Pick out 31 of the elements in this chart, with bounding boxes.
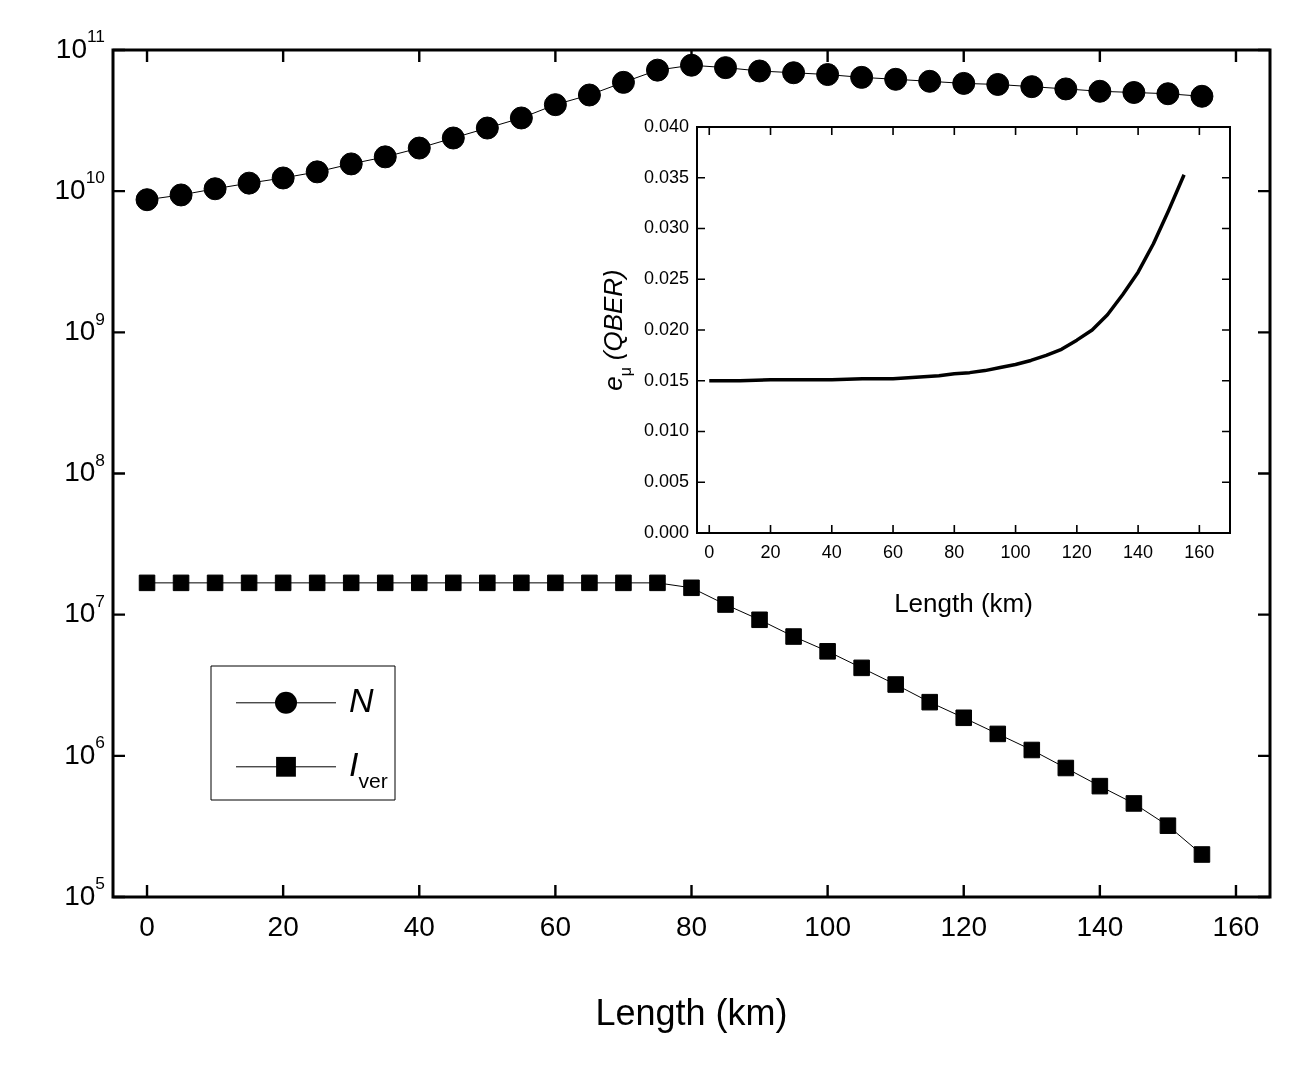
x-tick-label: 140 bbox=[1076, 910, 1124, 942]
y-axis-title: eμ (QBER) bbox=[598, 269, 635, 391]
x-tick-label: 120 bbox=[940, 910, 988, 942]
y-tick-label: 0.020 bbox=[643, 318, 689, 339]
y-tick-label: 0.005 bbox=[643, 471, 689, 492]
y-tick-label: 0.030 bbox=[643, 217, 689, 238]
x-tick-label: 20 bbox=[267, 910, 299, 942]
y-tick-label: 0.025 bbox=[643, 268, 689, 289]
x-tick-label: 160 bbox=[1184, 541, 1215, 562]
x-tick-label: 80 bbox=[675, 910, 708, 942]
x-tick-label: 0 bbox=[139, 910, 155, 942]
x-tick-label: 40 bbox=[403, 910, 435, 942]
x-tick-label: 80 bbox=[944, 541, 965, 562]
x-tick-label: 100 bbox=[1000, 541, 1031, 562]
y-tick-label: 0.010 bbox=[643, 420, 689, 441]
x-tick-label: 160 bbox=[1212, 910, 1260, 942]
x-tick-label: 60 bbox=[883, 541, 904, 562]
x-tick-label: 100 bbox=[804, 910, 851, 942]
x-tick-label: 0 bbox=[704, 541, 715, 562]
x-tick-label: 20 bbox=[760, 541, 781, 562]
x-tick-label: 40 bbox=[821, 541, 842, 562]
legend-label: N bbox=[349, 681, 374, 720]
x-tick-label: 140 bbox=[1123, 541, 1154, 562]
x-tick-label: 120 bbox=[1061, 541, 1092, 562]
y-tick-label: 0.040 bbox=[643, 115, 689, 136]
y-tick-label: 0.035 bbox=[643, 166, 689, 187]
x-axis-title: Length (km) bbox=[595, 991, 788, 1033]
y-tick-label: 0.015 bbox=[643, 369, 689, 390]
x-axis-title: Length (km) bbox=[894, 588, 1033, 619]
x-tick-label: 60 bbox=[539, 910, 571, 942]
y-tick-label: 0.000 bbox=[643, 521, 689, 542]
